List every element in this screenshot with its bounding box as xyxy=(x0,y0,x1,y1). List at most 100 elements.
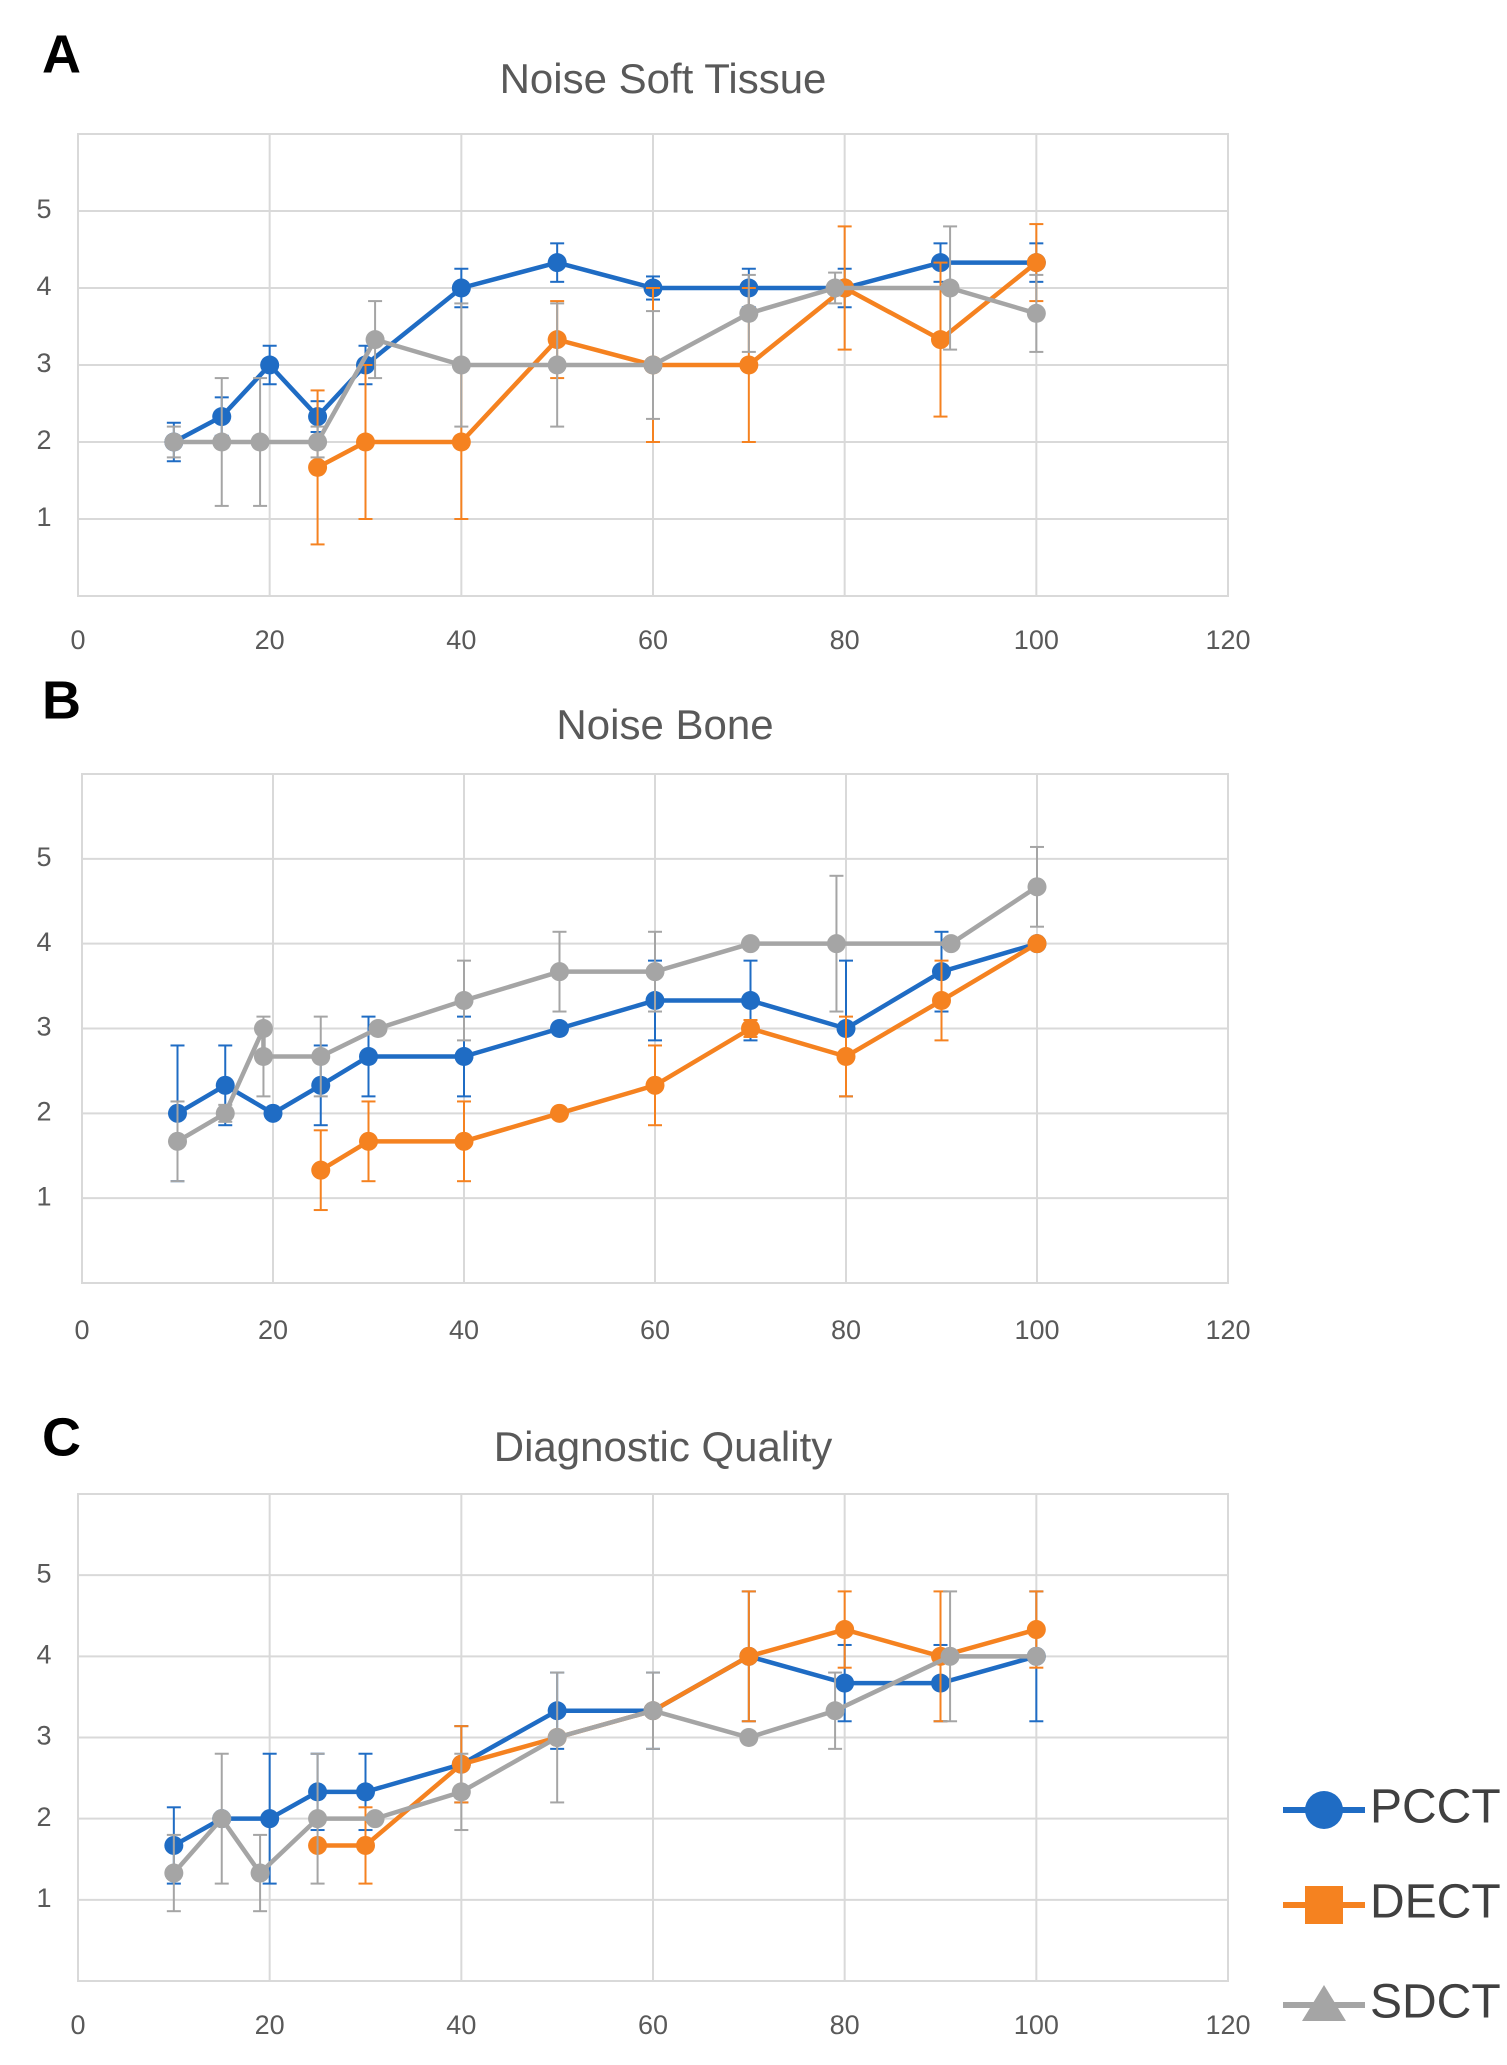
y-tick-label: 5 xyxy=(36,1558,51,1588)
chart-title: Noise Bone xyxy=(556,701,773,748)
data-point xyxy=(311,1160,331,1180)
legend-marker xyxy=(1305,1791,1343,1829)
data-point xyxy=(741,991,760,1011)
series-line xyxy=(172,1654,1037,1877)
data-point xyxy=(835,1673,855,1693)
data-point xyxy=(451,278,471,298)
x-tick-label: 40 xyxy=(449,1315,479,1345)
data-point xyxy=(643,1701,663,1721)
data-point xyxy=(253,1046,273,1066)
data-point xyxy=(645,1075,665,1095)
y-tick-label: 1 xyxy=(36,502,51,532)
series xyxy=(168,845,1047,1183)
x-tick-label: 20 xyxy=(255,625,285,655)
data-point xyxy=(212,432,232,452)
series xyxy=(311,934,1047,1212)
x-tick-label: 80 xyxy=(830,2010,860,2040)
data-point xyxy=(308,457,328,477)
x-tick-label: 20 xyxy=(258,1315,288,1345)
data-point xyxy=(941,934,961,954)
series xyxy=(308,223,1046,546)
data-point xyxy=(454,1131,474,1151)
data-point xyxy=(547,253,567,273)
data-point xyxy=(932,991,951,1011)
data-point xyxy=(451,1782,471,1802)
data-point xyxy=(739,1728,759,1747)
data-point xyxy=(308,432,328,452)
data-point xyxy=(826,934,846,954)
data-point xyxy=(260,355,280,375)
data-point xyxy=(451,355,471,375)
panel-label: A xyxy=(42,24,81,84)
data-point xyxy=(940,278,960,298)
data-point xyxy=(308,1809,328,1829)
data-point xyxy=(215,1075,235,1095)
data-point xyxy=(1027,934,1047,954)
x-tick-label: 100 xyxy=(1014,2010,1059,2040)
data-point xyxy=(368,1019,388,1038)
y-tick-label: 4 xyxy=(36,927,51,957)
y-tick-label: 3 xyxy=(36,348,51,378)
data-point xyxy=(1026,303,1046,323)
data-point xyxy=(739,303,759,323)
panel-label: C xyxy=(42,1407,81,1467)
series-line xyxy=(172,260,1037,444)
y-tick-label: 4 xyxy=(36,1639,51,1669)
data-point xyxy=(250,432,270,452)
x-tick-label: 0 xyxy=(70,2010,85,2040)
data-point xyxy=(643,355,663,375)
x-tick-label: 40 xyxy=(446,2010,476,2040)
data-point xyxy=(451,432,471,452)
y-tick-label: 2 xyxy=(36,1802,51,1832)
x-tick-label: 60 xyxy=(638,625,668,655)
data-point xyxy=(825,278,845,298)
y-tick-label: 2 xyxy=(36,425,51,455)
data-point xyxy=(547,1728,567,1747)
y-tick-label: 4 xyxy=(36,271,51,301)
data-point xyxy=(1026,253,1046,273)
y-tick-label: 1 xyxy=(36,1181,51,1211)
y-tick-label: 5 xyxy=(36,842,51,872)
x-tick-label: 0 xyxy=(74,1315,89,1345)
data-point xyxy=(212,1809,232,1829)
data-point xyxy=(835,1620,855,1640)
legend-label: PCCT xyxy=(1370,1781,1501,1834)
series xyxy=(164,225,1046,507)
data-point xyxy=(263,1103,283,1123)
data-point xyxy=(454,1046,474,1066)
x-tick-label: 60 xyxy=(638,2010,668,2040)
y-tick-label: 3 xyxy=(36,1721,51,1751)
data-point xyxy=(1027,877,1047,897)
data-point xyxy=(356,432,375,452)
chart-title: Noise Soft Tissue xyxy=(500,55,827,102)
data-point xyxy=(1026,1646,1046,1666)
data-point xyxy=(454,991,474,1011)
y-tick-label: 3 xyxy=(36,1012,51,1042)
x-tick-label: 80 xyxy=(831,1315,861,1345)
data-point xyxy=(253,1019,273,1038)
data-point xyxy=(931,330,950,350)
x-tick-label: 20 xyxy=(255,2010,285,2040)
y-tick-label: 2 xyxy=(36,1096,51,1126)
x-tick-label: 120 xyxy=(1205,2010,1250,2040)
x-tick-label: 40 xyxy=(446,625,476,655)
x-tick-label: 0 xyxy=(70,625,85,655)
data-point xyxy=(359,1046,378,1066)
legend-entry: PCCT xyxy=(1283,1781,1501,1834)
series-line xyxy=(172,1653,1037,1848)
data-point xyxy=(359,1131,378,1151)
data-point xyxy=(215,1103,235,1123)
legend-marker xyxy=(1305,1886,1343,1924)
data-point xyxy=(645,962,665,982)
data-point xyxy=(825,1701,845,1721)
data-point xyxy=(739,1646,759,1666)
data-point xyxy=(365,330,385,350)
series xyxy=(164,1590,1046,1913)
data-point xyxy=(168,1131,187,1151)
chart-title: Diagnostic Quality xyxy=(494,1423,832,1470)
x-tick-label: 100 xyxy=(1014,625,1059,655)
x-tick-label: 120 xyxy=(1205,625,1250,655)
legend-label: SDCT xyxy=(1370,1976,1501,2029)
